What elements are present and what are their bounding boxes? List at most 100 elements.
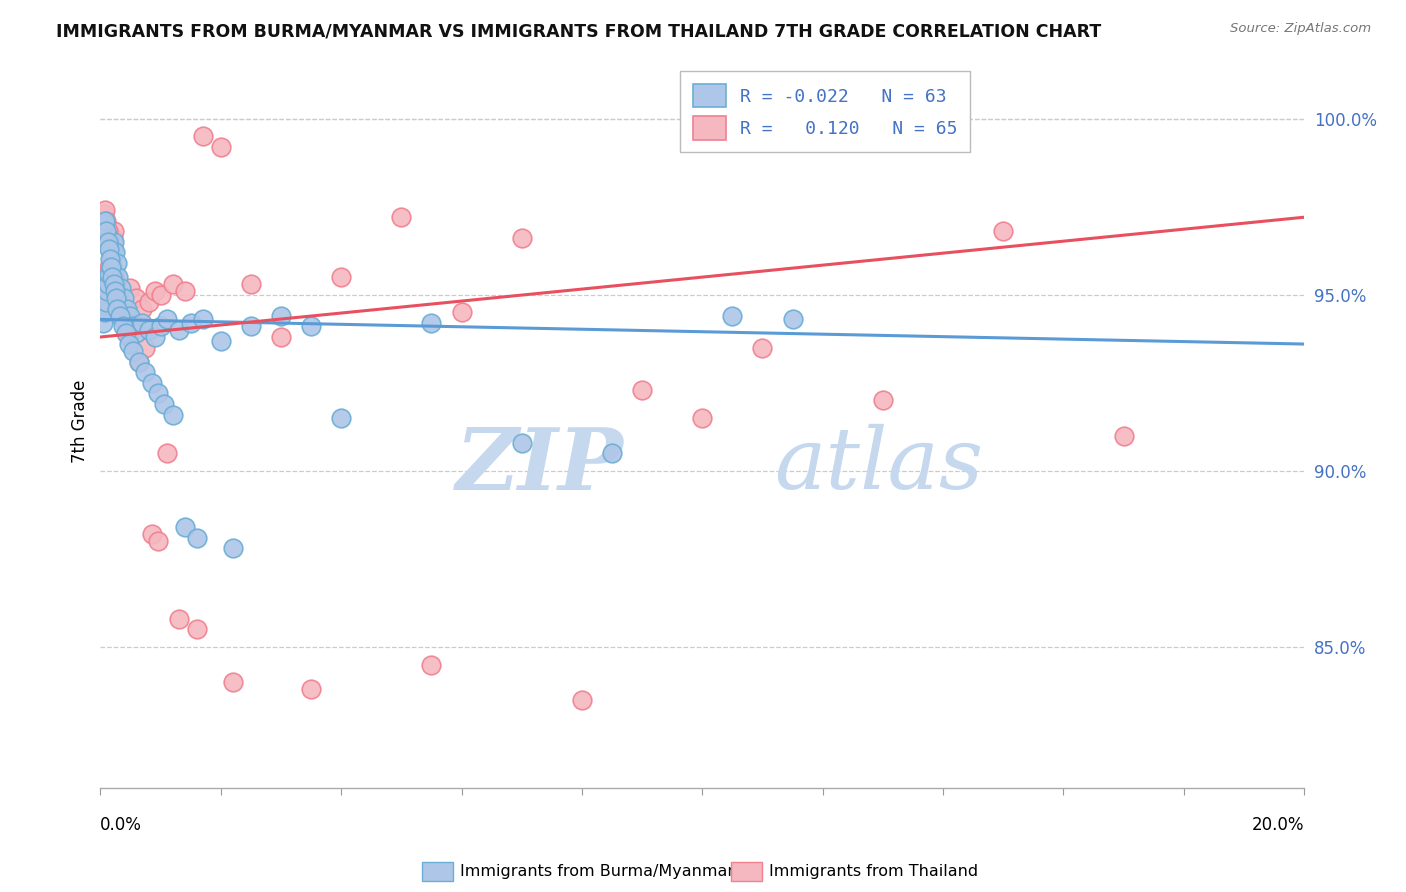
Point	[128, 354, 150, 368]
Point	[93, 305, 115, 319]
Point	[138, 323, 160, 337]
Point	[96, 284, 118, 298]
Point	[103, 224, 125, 238]
Point	[97, 224, 120, 238]
Point	[100, 260, 122, 274]
Point	[167, 612, 190, 626]
Point	[143, 330, 166, 344]
Point	[114, 323, 136, 337]
Point	[103, 235, 125, 249]
Point	[152, 397, 174, 411]
Point	[105, 291, 128, 305]
Point	[93, 305, 115, 319]
Point	[94, 203, 117, 218]
Point	[105, 294, 128, 309]
Point	[105, 301, 128, 316]
Text: ZIP: ZIP	[456, 424, 624, 508]
Point	[420, 316, 443, 330]
Text: 20.0%: 20.0%	[1251, 816, 1305, 834]
Point	[103, 277, 125, 292]
Point	[97, 277, 120, 292]
Point	[450, 305, 472, 319]
Point	[114, 326, 136, 341]
Point	[134, 341, 156, 355]
Point	[149, 319, 172, 334]
Point	[600, 446, 623, 460]
Point	[510, 231, 533, 245]
Text: Source: ZipAtlas.com: Source: ZipAtlas.com	[1230, 22, 1371, 36]
Point	[100, 260, 122, 274]
Point	[134, 365, 156, 379]
Point	[510, 435, 533, 450]
Text: IMMIGRANTS FROM BURMA/MYANMAR VS IMMIGRANTS FROM THAILAND 7TH GRADE CORRELATION : IMMIGRANTS FROM BURMA/MYANMAR VS IMMIGRA…	[56, 22, 1101, 40]
Point	[117, 301, 139, 316]
Point	[112, 312, 135, 326]
Point	[104, 284, 127, 298]
Point	[104, 277, 127, 292]
Point	[222, 541, 245, 556]
Point	[299, 682, 322, 697]
Point	[872, 393, 894, 408]
Point	[751, 341, 773, 355]
Point	[93, 217, 115, 231]
Point	[101, 260, 124, 274]
Point	[141, 376, 163, 390]
Point	[112, 319, 135, 334]
Point	[191, 312, 214, 326]
Point	[690, 411, 713, 425]
Point	[112, 312, 135, 326]
Point	[270, 309, 292, 323]
Point	[97, 235, 120, 249]
Point	[299, 319, 322, 334]
Point	[105, 284, 128, 298]
Point	[96, 277, 118, 292]
Point	[186, 623, 208, 637]
Point	[141, 527, 163, 541]
Point	[107, 270, 129, 285]
Point	[94, 213, 117, 227]
Y-axis label: 7th Grade: 7th Grade	[72, 380, 89, 463]
Point	[101, 270, 124, 285]
Point	[162, 277, 184, 292]
Text: Immigrants from Thailand: Immigrants from Thailand	[769, 864, 979, 879]
Point	[180, 316, 202, 330]
Point	[104, 270, 127, 285]
Point	[420, 657, 443, 672]
Point	[105, 256, 128, 270]
Point	[162, 408, 184, 422]
Point	[222, 675, 245, 690]
Point	[120, 309, 142, 323]
Point	[105, 281, 128, 295]
Point	[110, 301, 132, 316]
Point	[101, 242, 124, 256]
Point	[97, 242, 120, 256]
Point	[96, 224, 118, 238]
Point	[98, 252, 121, 267]
Point	[993, 224, 1015, 238]
Text: atlas: atlas	[775, 425, 984, 507]
Point	[186, 531, 208, 545]
Point	[389, 211, 412, 225]
Point	[101, 231, 124, 245]
Point	[122, 316, 145, 330]
Point	[107, 291, 129, 305]
Point	[122, 319, 145, 334]
Point	[98, 267, 121, 281]
Point	[118, 330, 141, 344]
Point	[239, 319, 262, 334]
Point	[100, 252, 122, 267]
Point	[96, 213, 118, 227]
Point	[100, 249, 122, 263]
Point	[173, 284, 195, 298]
Point	[146, 386, 169, 401]
Point	[98, 242, 121, 256]
Point	[108, 301, 131, 316]
Point	[782, 312, 804, 326]
Point	[128, 354, 150, 368]
Point	[93, 207, 115, 221]
Point	[209, 334, 232, 348]
Point	[97, 231, 120, 245]
Legend: R = -0.022   N = 63, R =   0.120   N = 65: R = -0.022 N = 63, R = 0.120 N = 65	[681, 71, 970, 153]
Point	[270, 330, 292, 344]
Point	[155, 446, 177, 460]
